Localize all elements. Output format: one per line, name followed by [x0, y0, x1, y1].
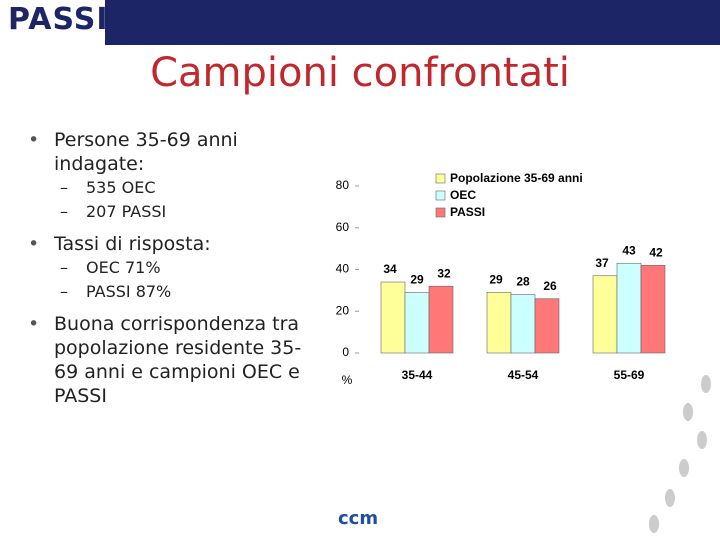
bar: [404, 292, 430, 354]
y-tick-label: 0: [342, 345, 349, 359]
data-label: 29: [410, 273, 424, 287]
y-tick-label: 20: [336, 303, 350, 317]
bullet-text: Persone 35-69 anni indagate:: [54, 129, 238, 175]
sub-bullet: –207 PASSI: [28, 200, 318, 224]
legend-swatch: [435, 190, 446, 201]
sub-text: 535 OEC: [86, 178, 156, 197]
data-label: 37: [595, 256, 609, 270]
x-tick-label: 35-44: [402, 368, 433, 382]
sub-text: 207 PASSI: [86, 202, 167, 221]
bar: [486, 292, 512, 354]
bullet-text: Buona corrispondenza tra popolazione res…: [54, 313, 302, 407]
bar: [616, 262, 642, 354]
data-label: 34: [383, 262, 397, 276]
data-label: 26: [543, 279, 557, 293]
x-tick-label: 45-54: [508, 368, 539, 382]
footer-logo: ccm: [338, 508, 379, 529]
bullet-marker: •: [28, 129, 40, 151]
legend-label: PASSI: [450, 205, 485, 219]
footprints: [649, 375, 711, 533]
y-tick-label: 80: [336, 178, 350, 192]
data-label: 29: [489, 273, 503, 287]
sub-text: PASSI 87%: [86, 282, 172, 301]
legend-label: OEC: [450, 188, 476, 202]
bullet: • Persone 35-69 anni indagate:: [28, 128, 318, 176]
sub-marker: –: [60, 202, 68, 221]
sub-bullet: –535 OEC: [28, 176, 318, 200]
bullet-list: • Persone 35-69 anni indagate: –535 OEC –20…: [28, 120, 318, 408]
slide-title: Campioni confrontati: [150, 50, 570, 96]
y-axis-label: %: [342, 373, 353, 387]
bar: [428, 285, 454, 354]
bar: [380, 281, 406, 354]
sub-marker: –: [60, 258, 68, 277]
sub-marker: –: [60, 178, 68, 197]
bullet: • Tassi di risposta:: [28, 232, 318, 256]
legend-swatch: [435, 173, 446, 184]
sub-bullet: – OEC 71%: [28, 256, 318, 280]
bullet: • Buona corrispondenza tra popolazione re…: [28, 312, 318, 408]
bullet-text: Tassi di risposta:: [54, 233, 211, 255]
legend-swatch: [435, 207, 446, 218]
logo: PASSI: [8, 2, 109, 37]
y-tick-label: 60: [336, 220, 350, 234]
bullet-marker: •: [28, 233, 40, 255]
bullet-marker: •: [28, 313, 40, 335]
bar: [640, 265, 666, 354]
sub-marker: –: [60, 282, 68, 301]
bar: [592, 275, 618, 354]
data-label: 28: [516, 275, 530, 289]
legend-label: Popolazione 35-69 anni: [450, 171, 583, 185]
data-label: 42: [649, 245, 663, 259]
data-label: 32: [437, 266, 451, 280]
sub-bullet: – PASSI 87%: [28, 280, 318, 304]
y-tick-label: 40: [336, 262, 350, 276]
bar: [534, 298, 560, 354]
x-tick-label: 55-69: [614, 368, 645, 382]
data-label: 43: [622, 243, 636, 257]
bar: [510, 294, 536, 354]
sub-text: OEC 71%: [86, 258, 161, 277]
header-bar: [105, 0, 720, 45]
